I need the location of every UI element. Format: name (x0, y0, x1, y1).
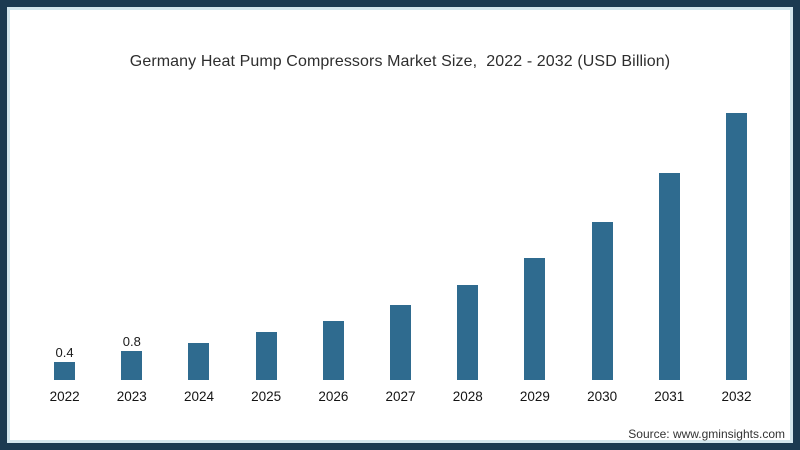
bar-slot (569, 90, 636, 380)
chart-title: Germany Heat Pump Compressors Market Siz… (129, 53, 671, 70)
x-axis-tick-label: 2031 (654, 389, 685, 404)
x-axis-tick-label: 2026 (318, 389, 349, 404)
bar-slot (367, 90, 434, 380)
bar-2024 (188, 343, 210, 380)
bar-slot (165, 90, 232, 380)
bar-2028 (457, 285, 479, 380)
x-axis-tick-label: 2028 (452, 389, 483, 404)
x-axis-tick-label: 2032 (721, 389, 752, 404)
bar-2026 (322, 321, 344, 380)
bar-slot (300, 90, 367, 380)
bar-value-label: 0.4 (55, 345, 74, 360)
x-axis-tick-label: 2030 (587, 389, 618, 404)
x-axis-tick-label: 2025 (251, 389, 282, 404)
bar-2025 (255, 332, 277, 380)
bar-slot (233, 90, 300, 380)
source-attribution: Source: www.gminsights.com (628, 427, 785, 441)
bar-2030 (591, 222, 613, 380)
bar-slot: 0.4 (31, 90, 98, 380)
bar-slot (703, 90, 770, 380)
bar-2031 (658, 173, 680, 380)
bar-2027 (390, 305, 412, 380)
bar-2022 (54, 362, 76, 380)
bar-slot (501, 90, 568, 380)
x-axis: 2022 2023 2024 2025 2026 2027 2028 2029 2030 2031… (31, 389, 770, 404)
bar-2023 (121, 351, 143, 380)
x-axis-tick-label: 2022 (49, 389, 80, 404)
bar-slot: 0.8 (98, 90, 165, 380)
bar-2032 (725, 113, 747, 380)
bar-2029 (524, 258, 546, 380)
x-axis-tick-label: 2024 (183, 389, 214, 404)
x-axis-tick-label: 2023 (116, 389, 147, 404)
bar-chart-plot-area: 0.4 0.8 (31, 90, 770, 380)
x-axis-tick-label: 2029 (519, 389, 550, 404)
bar-value-label: 0.8 (122, 334, 141, 349)
bar-slot (434, 90, 501, 380)
x-axis-tick-label: 2027 (385, 389, 416, 404)
bar-slot (636, 90, 703, 380)
